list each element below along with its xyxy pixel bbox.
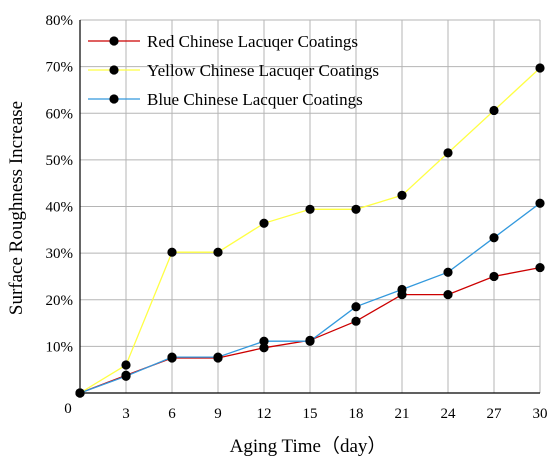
y-axis-title: Surface Roughness Increase [6,101,27,315]
x-tick-label: 21 [395,406,410,422]
data-point-2 [213,247,223,257]
legend: Red Chinese Lacuqer Coatings Yellow Chine… [88,32,379,109]
data-point-1 [443,290,453,300]
axes [79,20,540,394]
data-point-2 [259,218,269,228]
x-tick-label: 18 [349,406,364,422]
data-point-3 [259,336,269,346]
y-tick-label: 20% [46,293,74,309]
legend-label: Yellow Chinese Lacuqer Coatings [147,61,379,80]
data-point-3 [75,388,85,398]
data-point-2 [489,105,499,116]
y-tick-label: 30% [46,246,74,262]
legend-item: Yellow Chinese Lacuqer Coatings [88,61,379,80]
legend-marker [109,65,119,75]
data-point-2 [305,204,315,214]
x-axis-title: Aging Time（day） [230,435,387,457]
y-tick-label: 60% [46,106,74,122]
data-point-3 [213,352,223,362]
data-point-3 [443,267,453,277]
series-lines [75,63,545,398]
y-tick-label: 40% [46,200,74,216]
x-tick-label: 6 [168,406,176,422]
x-tick-label: 30 [533,406,548,422]
legend-marker [109,36,119,46]
legend-label: Blue Chinese Lacquer Coatings [147,90,363,109]
data-point-3 [121,371,131,381]
legend-label: Red Chinese Lacuqer Coatings [147,32,358,51]
data-point-1 [351,316,361,326]
data-point-2 [397,190,407,200]
data-point-3 [167,352,177,362]
x-tick-label: 24 [441,406,457,422]
y-tick-label: 80% [46,13,74,29]
tick-labels: 0 3 6 9 12 15 18 21 24 27 30 10% 20% 30% 40% 50% 60% 70% 8… [46,13,548,422]
x-tick-label: 12 [257,406,272,422]
data-point-1 [535,262,545,273]
data-point-2 [167,247,177,257]
legend-item: Red Chinese Lacuqer Coatings [88,32,358,51]
data-point-2 [443,148,453,158]
data-point-2 [121,360,131,370]
y-tick-label: 10% [46,339,74,355]
data-point-3 [351,302,361,312]
data-point-3 [397,284,407,295]
x-tick-label: 9 [214,406,222,422]
x-tick-label: 15 [303,406,318,422]
data-point-2 [535,63,545,73]
data-point-3 [305,336,315,346]
data-point-2 [351,204,361,214]
data-point-1 [259,343,269,353]
x-tick-label: 0 [64,401,72,417]
data-point-3 [489,233,499,243]
data-point-1 [489,271,499,282]
x-tick-label: 27 [487,406,503,422]
data-point-3 [535,198,545,208]
x-tick-label: 3 [122,406,130,422]
legend-marker [109,94,119,104]
y-tick-label: 70% [46,60,74,76]
y-tick-label: 50% [46,153,74,169]
legend-item: Blue Chinese Lacquer Coatings [88,90,363,109]
